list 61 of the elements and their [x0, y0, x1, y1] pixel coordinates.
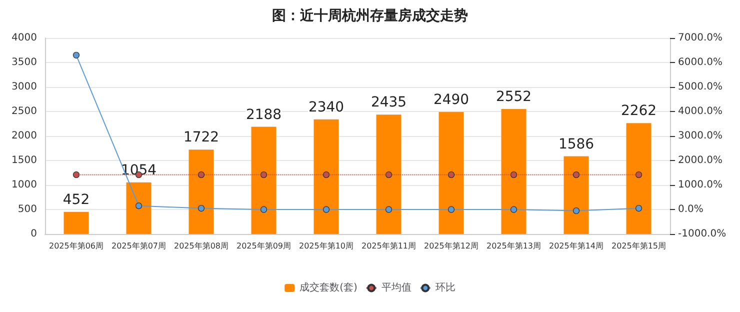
x-tick-label: 2025年第15周: [611, 242, 666, 250]
y-tick-label: 0: [30, 228, 37, 240]
bar: [438, 112, 464, 234]
y2-tick-label: 4000.0%: [678, 106, 722, 117]
point: [322, 206, 330, 213]
y-tick-label: 2500: [12, 106, 37, 117]
y-tick-label: 2000: [12, 130, 37, 142]
x-tick-label: 2025年第11周: [361, 242, 416, 250]
point: [260, 206, 268, 213]
y-tick-label: 500: [18, 204, 37, 215]
legend-label: 环比: [435, 282, 456, 294]
point: [448, 206, 455, 213]
y2-tick-label: -1000.0%: [678, 228, 726, 240]
bar: [64, 212, 89, 234]
y-tick-label: 3000: [12, 82, 37, 92]
y-tick-label: 1000: [12, 180, 37, 190]
bar: [376, 114, 402, 234]
bar: [188, 150, 214, 234]
data-label: 2552: [496, 88, 532, 105]
data-label: 2435: [370, 94, 407, 111]
point: [635, 204, 642, 212]
bar: [564, 156, 589, 234]
bar: [251, 126, 276, 234]
x-tick-label: 2025年第06周: [48, 242, 104, 250]
y2-tick-label: 6000.0%: [678, 57, 722, 68]
data-label: 1586: [558, 136, 594, 152]
x-tick-label: 2025年第13周: [486, 242, 542, 250]
point: [135, 202, 142, 210]
x-tick-label: 2025年第12周: [424, 242, 479, 250]
bar: [314, 119, 339, 234]
y-tick-label: 4000: [12, 32, 37, 44]
point: [72, 52, 80, 58]
y2-tick-label: 0.0%: [678, 204, 704, 215]
x-tick-label: 2025年第10周: [298, 242, 354, 250]
y2-tick-label: 2000.0%: [678, 155, 722, 166]
y-tick-label: 1500: [12, 155, 37, 166]
legend-label: 成交套数(套): [300, 282, 358, 294]
point: [510, 206, 518, 213]
y-tick-label: 3500: [12, 57, 37, 68]
y2-tick-label: 3000.0%: [678, 130, 722, 142]
chart-title: 图：近十周杭州存量房成交走势: [272, 7, 468, 24]
data-label: 1722: [183, 130, 220, 146]
y2-tick-label: 7000.0%: [678, 32, 722, 44]
point: [572, 207, 580, 214]
data-label: 2188: [246, 106, 282, 123]
bar: [626, 123, 652, 234]
legend-label: 平均值: [381, 282, 412, 294]
data-label: 2490: [433, 92, 470, 108]
bar: [501, 108, 526, 234]
bar: [126, 182, 152, 234]
data-label: 2340: [308, 99, 344, 116]
point: [385, 206, 392, 213]
point: [198, 204, 205, 212]
x-tick-label: 2025年第07周: [111, 242, 166, 250]
data-label: 2262: [620, 103, 657, 120]
x-tick-label: 2025年第14周: [548, 242, 604, 250]
x-tick-label: 2025年第08周: [174, 242, 229, 250]
x-tick-label: 2025年第09周: [236, 242, 292, 250]
y2-tick-label: 5000.0%: [678, 82, 722, 92]
data-label: 452: [62, 192, 90, 208]
y2-tick-label: 1000.0%: [678, 180, 722, 190]
